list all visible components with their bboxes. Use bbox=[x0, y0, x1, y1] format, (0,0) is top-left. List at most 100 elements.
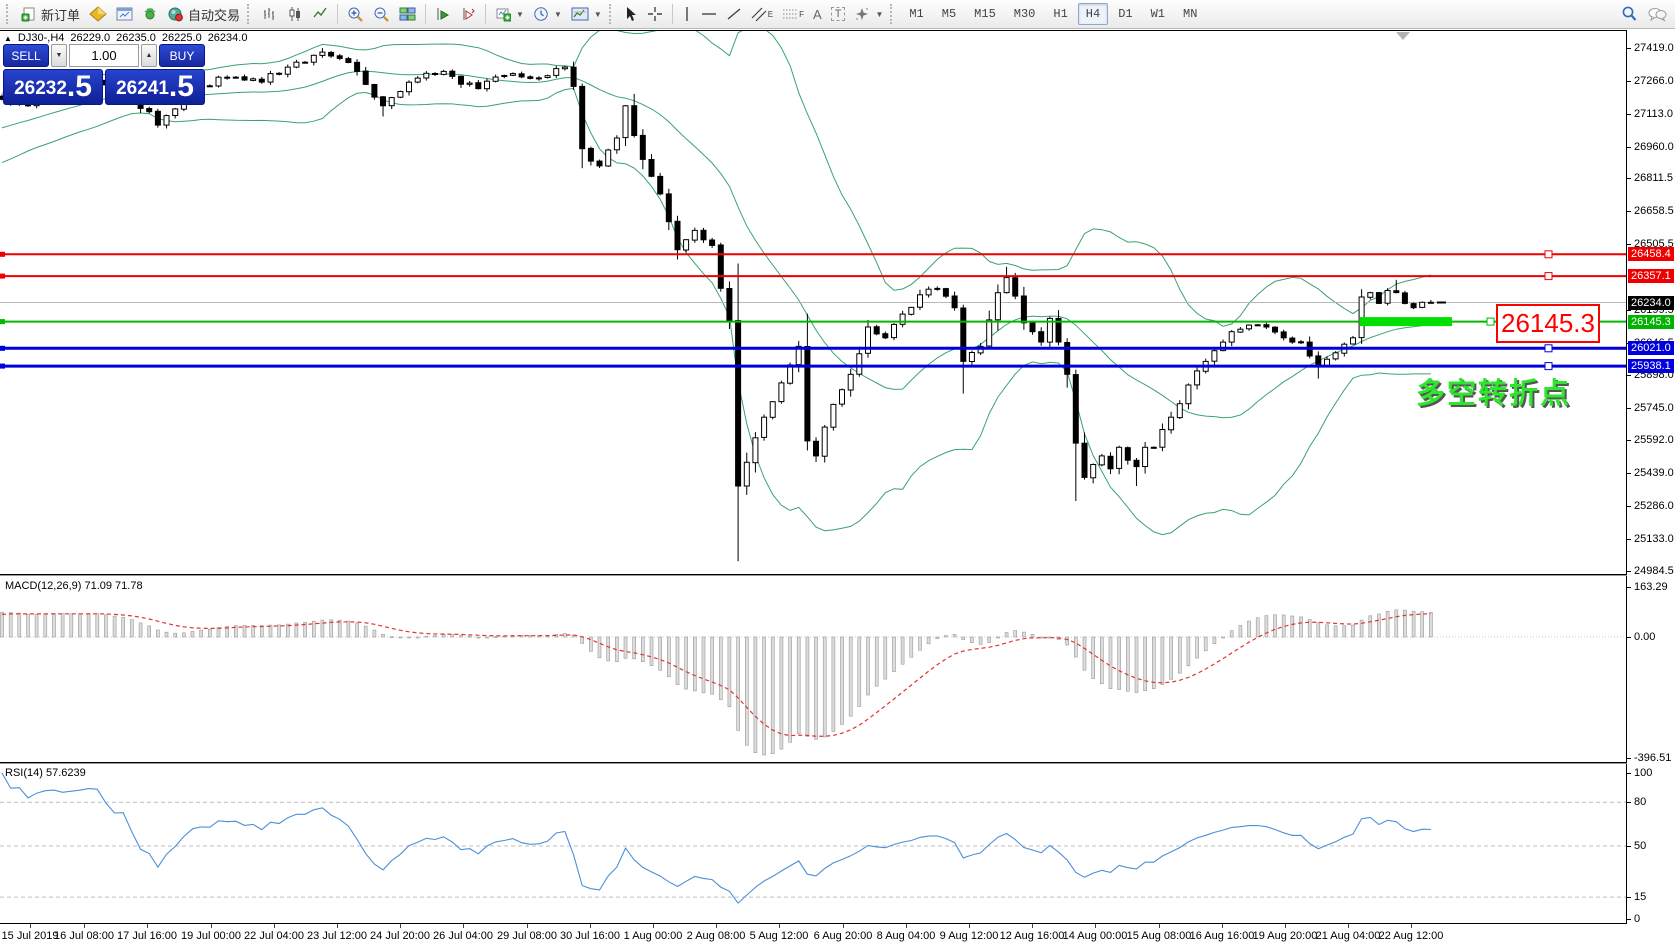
macd-histogram-bar bbox=[1403, 609, 1407, 638]
timeframe-m30[interactable]: M30 bbox=[1013, 7, 1036, 21]
zoom-in-button[interactable] bbox=[343, 2, 368, 26]
candlestick-type-button[interactable] bbox=[283, 2, 307, 26]
candle-body bbox=[778, 382, 785, 403]
candle-body bbox=[1384, 290, 1391, 304]
hline-left-handle[interactable] bbox=[0, 273, 5, 279]
candle-body bbox=[1090, 464, 1097, 479]
macd-histogram-bar bbox=[112, 615, 117, 638]
macd-histogram-bar bbox=[424, 635, 429, 638]
candle-body bbox=[856, 353, 863, 375]
candle-body bbox=[449, 70, 456, 77]
macd-histogram-bar bbox=[1195, 636, 1199, 659]
timeframe-h1[interactable]: H1 bbox=[1053, 7, 1068, 21]
macd-histogram-bar bbox=[52, 613, 56, 638]
candle-body bbox=[388, 97, 395, 107]
macd-histogram-bar bbox=[1013, 630, 1018, 638]
arrows-dropdown[interactable]: ▼ bbox=[850, 2, 887, 26]
auto-trading-button[interactable]: 自动交易 bbox=[163, 2, 244, 26]
tile-windows-button[interactable] bbox=[395, 2, 420, 26]
price-axis[interactable]: 27419.0 27266.0 27113.0 26960.0 26811.5 26658… bbox=[1627, 30, 1675, 925]
chat-button[interactable] bbox=[1643, 2, 1671, 26]
chart-shift-marker[interactable] bbox=[1396, 32, 1410, 40]
buy-button[interactable]: BUY bbox=[159, 44, 205, 67]
macd-histogram-bar bbox=[909, 636, 914, 658]
data-window-button[interactable] bbox=[112, 2, 137, 26]
sell-button[interactable]: SELL bbox=[3, 44, 49, 67]
ohlc-high: 26235.0 bbox=[116, 32, 156, 44]
macd-panel-canvas[interactable] bbox=[0, 577, 1626, 762]
panel-collapse-icon[interactable]: ▲ bbox=[4, 33, 12, 43]
hline-left-handle[interactable] bbox=[0, 363, 5, 369]
rsi-separator[interactable] bbox=[0, 762, 1627, 763]
search-icon bbox=[1620, 5, 1638, 23]
fibonacci-tool[interactable]: F bbox=[778, 2, 808, 26]
hline-right-handle[interactable] bbox=[1544, 272, 1553, 281]
line-chart-type-button[interactable] bbox=[308, 2, 332, 26]
time-label: 5 Aug 12:00 bbox=[749, 930, 809, 942]
candle-body bbox=[475, 82, 482, 90]
price-callout-box[interactable]: 26145.3 bbox=[1496, 304, 1600, 343]
rsi-panel-canvas[interactable] bbox=[0, 764, 1626, 923]
auto-trading-label: 自动交易 bbox=[188, 7, 241, 23]
price-tick-label: 24984.5 bbox=[1634, 565, 1674, 577]
timeframe-d1[interactable]: D1 bbox=[1118, 7, 1133, 21]
candle-body bbox=[1427, 301, 1434, 304]
cursor-tool-button[interactable] bbox=[620, 2, 642, 26]
new-order-button[interactable]: 新订单 bbox=[17, 2, 84, 26]
macd-histogram-bar bbox=[762, 636, 766, 756]
navigator-button[interactable] bbox=[138, 2, 162, 26]
timeframe-m15[interactable]: M15 bbox=[974, 7, 996, 21]
text-label-tool[interactable]: T bbox=[827, 2, 850, 26]
candle-body bbox=[1133, 459, 1140, 468]
text-tool[interactable]: A bbox=[809, 2, 826, 26]
horizontal-line-tool[interactable] bbox=[697, 2, 721, 26]
volume-input[interactable] bbox=[69, 44, 139, 67]
buy-price-display[interactable]: 26241.5 bbox=[105, 69, 205, 105]
macd-separator[interactable] bbox=[0, 574, 1627, 575]
equidistant-channel-tool[interactable]: E bbox=[747, 2, 777, 26]
macd-histogram-bar bbox=[1108, 636, 1113, 690]
timeframe-h4[interactable]: H4 bbox=[1077, 3, 1109, 25]
time-axis[interactable]: 15 Jul 2019 16 Jul 08:00 17 Jul 16:00 19 Ju… bbox=[0, 924, 1627, 946]
macd-histogram-bar bbox=[796, 636, 801, 734]
volume-decrease-button[interactable]: ▼ bbox=[51, 44, 67, 67]
candle-body bbox=[1419, 301, 1426, 308]
auto-scroll-button[interactable] bbox=[431, 2, 455, 26]
hline-right-handle[interactable] bbox=[1544, 250, 1553, 259]
candle-body bbox=[761, 416, 768, 438]
hline-thick-segment[interactable] bbox=[1360, 317, 1452, 327]
macd-histogram-bar bbox=[138, 622, 143, 638]
zoom-out-icon bbox=[373, 6, 390, 23]
new-chart-dropdown[interactable]: ▼ bbox=[491, 2, 528, 26]
market-watch-button[interactable] bbox=[85, 2, 111, 26]
macd-histogram-bar bbox=[1299, 616, 1303, 638]
macd-histogram-bar bbox=[1082, 636, 1087, 671]
sell-price-display[interactable]: 26232.5 bbox=[3, 69, 103, 105]
turning-point-note[interactable]: 多空转折点 bbox=[1416, 378, 1572, 410]
main-chart-canvas[interactable] bbox=[0, 31, 1626, 574]
hline-left-handle[interactable] bbox=[0, 319, 5, 325]
templates-dropdown[interactable]: ▼ bbox=[567, 2, 606, 26]
macd-histogram-bar bbox=[918, 636, 922, 651]
vertical-line-tool[interactable] bbox=[678, 2, 696, 26]
chart-shift-button[interactable] bbox=[456, 2, 480, 26]
timeframe-w1[interactable]: W1 bbox=[1150, 7, 1166, 21]
search-button[interactable] bbox=[1616, 2, 1642, 26]
crosshair-tool-button[interactable] bbox=[643, 2, 667, 26]
macd-histogram-bar bbox=[363, 625, 368, 638]
timeframe-mn[interactable]: MN bbox=[1183, 7, 1198, 21]
hline-right-handle[interactable] bbox=[1486, 317, 1495, 326]
candle-body bbox=[1211, 350, 1218, 362]
hline-left-handle[interactable] bbox=[0, 251, 5, 257]
bar-chart-type-button[interactable] bbox=[258, 2, 282, 26]
hline-right-handle[interactable] bbox=[1544, 362, 1553, 371]
zoom-out-button[interactable] bbox=[369, 2, 394, 26]
trendline-tool[interactable] bbox=[722, 2, 746, 26]
timeframe-m1[interactable]: M1 bbox=[909, 7, 924, 21]
hline-left-handle[interactable] bbox=[0, 345, 5, 351]
candle-body bbox=[925, 288, 932, 296]
volume-increase-button[interactable]: ▲ bbox=[141, 44, 157, 67]
profiles-dropdown[interactable]: ▼ bbox=[529, 2, 566, 26]
hline-right-handle[interactable] bbox=[1544, 344, 1553, 353]
timeframe-m5[interactable]: M5 bbox=[941, 7, 957, 21]
